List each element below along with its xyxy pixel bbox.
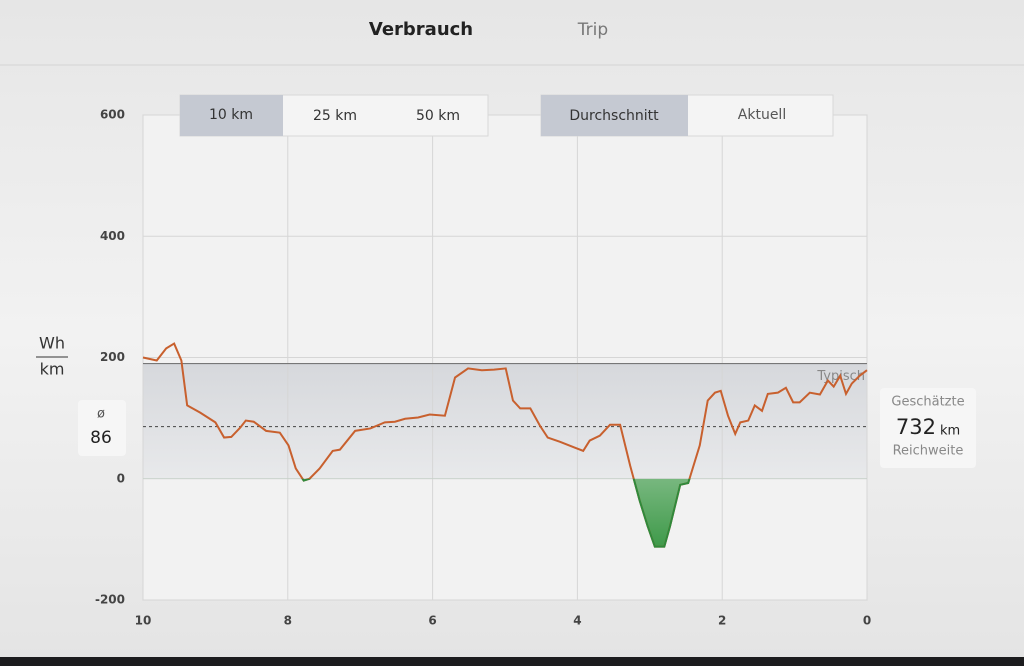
unit-bottom: km	[40, 360, 65, 379]
y-tick-label: 600	[100, 108, 125, 122]
consumption-line	[142, 342, 868, 548]
x-tick-label: 0	[863, 614, 871, 628]
range-button-active[interactable]	[180, 95, 283, 136]
estimate-card	[880, 388, 976, 468]
estimate-unit: km	[940, 424, 960, 439]
y-tick-label: 200	[100, 350, 125, 364]
bottom-bar	[0, 657, 1024, 666]
mode-button-active[interactable]	[541, 95, 688, 136]
estimate-label: Geschätzte	[891, 395, 964, 410]
estimate-value: 732	[896, 415, 936, 439]
range-button[interactable]: 10 km	[209, 107, 253, 123]
x-tick-label: 4	[573, 614, 581, 628]
x-tick-label: 6	[428, 614, 436, 628]
mode-button[interactable]: Aktuell	[738, 107, 786, 123]
average-value: 86	[90, 428, 112, 448]
x-tick-label: 8	[284, 614, 292, 628]
y-tick-label: 400	[100, 229, 125, 243]
y-tick-label: 0	[117, 471, 125, 485]
tab-active[interactable]: Verbrauch	[369, 19, 473, 40]
range-button[interactable]: 50 km	[416, 108, 460, 124]
y-tick-label: -200	[95, 593, 125, 607]
x-tick-label: 10	[135, 614, 152, 628]
tab[interactable]: Trip	[577, 20, 608, 40]
x-tick-label: 2	[718, 614, 726, 628]
mode-button[interactable]: Durchschnitt	[569, 108, 659, 124]
average-symbol: ø	[97, 407, 105, 422]
unit-top: Wh	[39, 334, 65, 353]
average-card	[78, 400, 126, 456]
estimate-label: Reichweite	[893, 444, 964, 459]
range-button[interactable]: 25 km	[313, 108, 357, 124]
